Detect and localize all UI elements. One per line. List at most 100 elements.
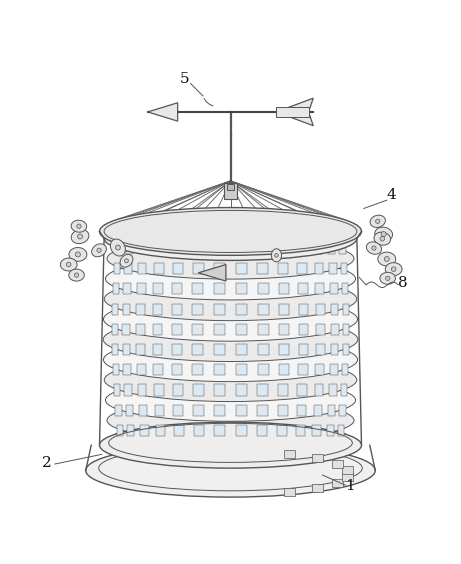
Polygon shape (92, 244, 106, 257)
FancyBboxPatch shape (277, 425, 287, 436)
FancyBboxPatch shape (194, 425, 204, 436)
FancyBboxPatch shape (171, 324, 182, 335)
FancyBboxPatch shape (214, 263, 225, 274)
Polygon shape (60, 258, 77, 271)
FancyBboxPatch shape (236, 324, 247, 335)
FancyBboxPatch shape (236, 243, 247, 254)
FancyBboxPatch shape (316, 324, 325, 335)
Text: 1: 1 (345, 479, 355, 493)
FancyBboxPatch shape (139, 405, 148, 416)
Polygon shape (124, 259, 129, 263)
FancyBboxPatch shape (137, 283, 146, 294)
FancyBboxPatch shape (214, 283, 225, 294)
FancyBboxPatch shape (154, 364, 163, 376)
FancyBboxPatch shape (298, 283, 307, 294)
FancyBboxPatch shape (193, 385, 203, 395)
Text: 4: 4 (387, 188, 396, 202)
Text: 5: 5 (180, 72, 189, 86)
FancyBboxPatch shape (125, 243, 133, 254)
FancyBboxPatch shape (112, 344, 118, 355)
Polygon shape (380, 236, 384, 241)
Polygon shape (69, 248, 87, 261)
FancyBboxPatch shape (171, 344, 182, 355)
FancyBboxPatch shape (312, 484, 323, 492)
FancyBboxPatch shape (173, 405, 183, 416)
Polygon shape (148, 103, 177, 121)
Ellipse shape (100, 208, 361, 255)
FancyBboxPatch shape (153, 344, 162, 355)
FancyBboxPatch shape (298, 364, 307, 376)
Ellipse shape (107, 400, 354, 441)
FancyBboxPatch shape (343, 344, 349, 355)
FancyBboxPatch shape (343, 303, 349, 315)
FancyBboxPatch shape (296, 405, 306, 416)
FancyBboxPatch shape (331, 303, 338, 315)
FancyBboxPatch shape (113, 283, 119, 294)
FancyBboxPatch shape (171, 303, 182, 315)
FancyBboxPatch shape (192, 303, 203, 315)
Polygon shape (115, 245, 120, 250)
Polygon shape (378, 252, 396, 266)
FancyBboxPatch shape (236, 425, 247, 436)
FancyBboxPatch shape (214, 344, 225, 355)
FancyBboxPatch shape (316, 303, 325, 315)
FancyBboxPatch shape (328, 243, 336, 254)
FancyBboxPatch shape (154, 385, 164, 395)
FancyBboxPatch shape (214, 324, 225, 335)
FancyBboxPatch shape (299, 324, 308, 335)
FancyBboxPatch shape (236, 405, 247, 416)
FancyBboxPatch shape (136, 303, 145, 315)
Polygon shape (384, 257, 389, 262)
FancyBboxPatch shape (331, 344, 338, 355)
FancyBboxPatch shape (112, 324, 118, 335)
Polygon shape (120, 254, 133, 267)
FancyBboxPatch shape (332, 460, 343, 468)
Polygon shape (77, 234, 83, 239)
FancyBboxPatch shape (316, 344, 325, 355)
Polygon shape (374, 232, 390, 245)
FancyBboxPatch shape (192, 324, 203, 335)
FancyBboxPatch shape (297, 263, 307, 274)
FancyBboxPatch shape (279, 344, 290, 355)
FancyBboxPatch shape (299, 303, 308, 315)
FancyBboxPatch shape (227, 184, 234, 190)
FancyBboxPatch shape (343, 466, 354, 474)
Ellipse shape (103, 297, 358, 341)
FancyBboxPatch shape (314, 263, 323, 274)
FancyBboxPatch shape (315, 364, 324, 376)
FancyBboxPatch shape (137, 364, 146, 376)
FancyBboxPatch shape (192, 283, 203, 294)
FancyBboxPatch shape (114, 385, 120, 395)
Polygon shape (71, 220, 87, 232)
FancyBboxPatch shape (214, 405, 225, 416)
FancyBboxPatch shape (297, 385, 307, 395)
Ellipse shape (109, 421, 352, 460)
Text: 8: 8 (398, 276, 408, 289)
FancyBboxPatch shape (214, 303, 225, 315)
FancyBboxPatch shape (127, 425, 135, 436)
FancyBboxPatch shape (339, 405, 346, 416)
Polygon shape (391, 267, 396, 271)
FancyBboxPatch shape (284, 488, 296, 496)
Polygon shape (385, 276, 390, 280)
FancyBboxPatch shape (172, 283, 182, 294)
FancyBboxPatch shape (330, 364, 337, 376)
FancyBboxPatch shape (339, 243, 346, 254)
FancyBboxPatch shape (155, 405, 165, 416)
FancyBboxPatch shape (136, 324, 145, 335)
FancyBboxPatch shape (156, 425, 165, 436)
FancyBboxPatch shape (330, 283, 337, 294)
FancyBboxPatch shape (257, 243, 268, 254)
FancyBboxPatch shape (296, 243, 306, 254)
FancyBboxPatch shape (258, 283, 269, 294)
Ellipse shape (103, 338, 358, 382)
Polygon shape (277, 98, 313, 126)
FancyBboxPatch shape (258, 263, 268, 274)
Polygon shape (272, 249, 282, 262)
FancyBboxPatch shape (279, 303, 290, 315)
FancyBboxPatch shape (154, 283, 163, 294)
FancyBboxPatch shape (173, 243, 183, 254)
FancyBboxPatch shape (214, 243, 225, 254)
FancyBboxPatch shape (331, 324, 338, 335)
FancyBboxPatch shape (136, 344, 145, 355)
